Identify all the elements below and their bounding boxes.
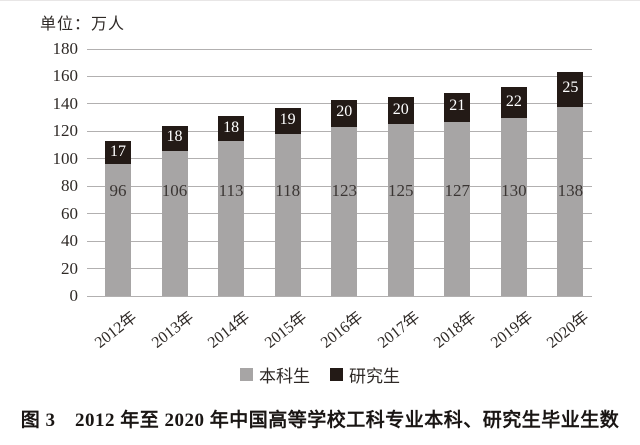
gridline-180 [87, 48, 592, 50]
bar-segment-undergrad-2020年 [557, 106, 584, 296]
y-tick-label-160: 160 [52, 66, 79, 86]
plot-area: 0 20 40 60 80 100 120 140 160 180 96 17 2012年 106 18 20… [53, 39, 593, 352]
bar-2020年 [557, 72, 584, 296]
bar-segment-undergrad-2019年 [500, 117, 527, 296]
figure-caption: 图 3 2012 年至 2020 年中国高等学校工科专业本科、研究生毕业生数 [20, 410, 620, 431]
bar-segment-undergrad-2016年 [331, 127, 358, 296]
bar-segment-undergrad-2018年 [444, 121, 471, 296]
bar-2015年 [274, 108, 301, 296]
bar-segment-grad-2016年 [331, 99, 358, 128]
bar-2016年 [331, 99, 358, 296]
y-tick-label-40: 40 [61, 231, 78, 251]
y-tick-label-0: 0 [69, 286, 79, 305]
legend-item-undergrad: 本科生 [240, 362, 310, 387]
legend-label: 研究生 [349, 367, 400, 386]
value-label-grad-2013年: 18 [166, 128, 183, 146]
bar-segment-undergrad-2012年 [105, 164, 131, 296]
bar-segment-grad-2014年 [218, 116, 245, 141]
value-label-undergrad-2012年: 96 [109, 181, 127, 200]
value-label-grad-2015年: 19 [279, 111, 296, 129]
bar-segment-grad-2020年 [557, 72, 584, 107]
bar-2014年 [218, 116, 245, 296]
value-label-grad-2017年: 20 [392, 100, 409, 118]
legend-label: 本科生 [259, 367, 310, 386]
y-tick-label-140: 140 [52, 93, 79, 113]
value-label-undergrad-2016年: 123 [331, 181, 357, 200]
value-label-grad-2018年: 21 [449, 97, 466, 115]
value-label-undergrad-2019年: 130 [501, 181, 527, 200]
y-tick-label-20: 20 [61, 258, 78, 278]
bar-segment-grad-2012年 [105, 140, 131, 165]
bar-2018年 [444, 92, 471, 296]
y-axis-unit-label: 单位：万人 [40, 16, 126, 33]
legend-swatch-icon [240, 368, 253, 381]
value-label-undergrad-2017年: 125 [388, 181, 414, 200]
value-label-grad-2020年: 25 [562, 79, 579, 97]
value-label-grad-2019年: 22 [505, 92, 522, 110]
bar-segment-undergrad-2014年 [218, 140, 245, 296]
bar-2013年 [161, 125, 188, 296]
y-tick-label-100: 100 [52, 148, 79, 168]
bar-segment-grad-2017年 [387, 97, 414, 125]
gridline-160 [87, 75, 592, 77]
value-label-undergrad-2015年: 118 [275, 181, 301, 200]
bar-segment-undergrad-2015年 [274, 134, 301, 296]
bar-segment-grad-2015年 [274, 108, 301, 135]
bar-segment-undergrad-2013年 [161, 150, 188, 296]
bar-segment-undergrad-2017年 [387, 124, 414, 296]
bar-segment-grad-2018年 [444, 92, 471, 122]
legend-item-grad: 研究生 [330, 362, 400, 387]
y-tick-label-120: 120 [52, 121, 79, 141]
bar-2019年 [500, 87, 527, 296]
bar-segment-grad-2019年 [500, 87, 527, 118]
value-label-undergrad-2013年: 106 [161, 181, 188, 200]
bar-2012年 [105, 140, 131, 296]
bar-2017年 [387, 97, 414, 296]
bar-segment-grad-2013年 [161, 125, 188, 151]
gridline-0 [87, 295, 592, 297]
value-label-undergrad-2018年: 127 [444, 181, 471, 200]
y-tick-label-180: 180 [52, 39, 79, 58]
value-label-grad-2016年: 20 [336, 103, 353, 121]
legend: 本科生 研究生 [0, 362, 640, 387]
value-label-grad-2014年: 18 [223, 118, 240, 136]
value-label-undergrad-2020年: 138 [557, 181, 584, 200]
y-tick-label-80: 80 [61, 176, 78, 196]
value-label-grad-2012年: 17 [110, 142, 126, 160]
y-tick-label-60: 60 [61, 203, 78, 223]
value-label-undergrad-2014年: 113 [218, 181, 244, 200]
legend-swatch-icon [330, 368, 343, 381]
